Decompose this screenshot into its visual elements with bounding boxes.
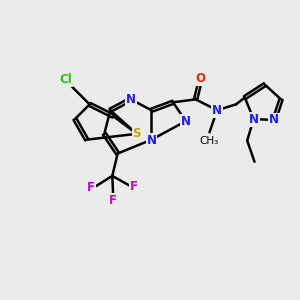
Text: CH₃: CH₃ — [200, 136, 219, 146]
Text: N: N — [249, 112, 259, 126]
Text: Cl: Cl — [60, 73, 73, 86]
Text: N: N — [269, 113, 279, 127]
Text: F: F — [87, 181, 95, 194]
Text: O: O — [196, 72, 206, 85]
Text: N: N — [181, 115, 191, 128]
Text: N: N — [212, 104, 222, 117]
Text: S: S — [133, 127, 141, 140]
Text: F: F — [109, 194, 117, 207]
Text: F: F — [130, 180, 138, 193]
Text: N: N — [146, 134, 157, 147]
Text: N: N — [126, 93, 136, 106]
